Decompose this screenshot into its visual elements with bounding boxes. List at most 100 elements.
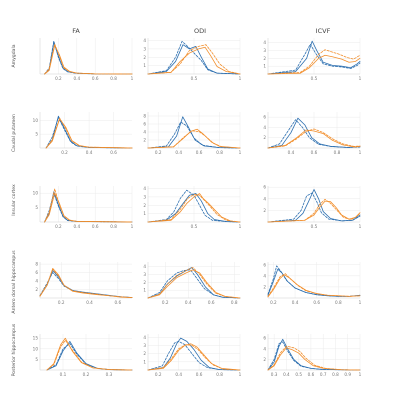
y-tick-label: 4 bbox=[143, 186, 146, 191]
panel-insular-cortex-icvf: 0.5 1 2 4 6 bbox=[263, 185, 361, 229]
x-tick-label: 1 bbox=[131, 76, 134, 81]
x-tick-label: 1 bbox=[359, 224, 362, 229]
series-line-orange-dashed bbox=[45, 117, 133, 149]
panel-antero-dorsal-hippocampus-odi: 0.2 0.4 0.6 0.8 1 2 3 4 bbox=[143, 262, 241, 305]
x-tick-label: 0.2 bbox=[61, 150, 68, 155]
series-line-orange-solid bbox=[267, 129, 361, 149]
y-tick-label: 4 bbox=[263, 196, 266, 201]
x-tick-label: 0.4 bbox=[185, 300, 192, 305]
y-tick-label: 10 bbox=[33, 346, 39, 351]
y-tick-label: 4 bbox=[143, 264, 146, 269]
x-tick-label: 0.4 bbox=[86, 150, 93, 155]
series-line-orange-dashed bbox=[267, 49, 361, 75]
y-tick-label: 10 bbox=[33, 118, 39, 123]
y-tick-label: 4 bbox=[263, 346, 266, 351]
y-tick-label: 2 bbox=[263, 208, 266, 213]
x-tick-label: 0.6 bbox=[208, 300, 215, 305]
y-tick-label: 4 bbox=[143, 38, 146, 43]
series-line-orange-dashed bbox=[46, 339, 133, 371]
x-tick-label: 0.5 bbox=[311, 224, 318, 229]
x-tick-label: 0.4 bbox=[175, 150, 182, 155]
series-line-blue-solid bbox=[147, 267, 241, 299]
y-tick-label: 2 bbox=[143, 203, 146, 208]
y-tick-label: 2 bbox=[143, 351, 146, 356]
series-line-blue-solid bbox=[44, 191, 133, 223]
panel-insular-cortex-fa: 0.2 0.4 0.6 0.8 1 5 10 bbox=[33, 186, 134, 229]
x-tick-label: 0.4 bbox=[283, 372, 290, 377]
series-line-orange-solid bbox=[44, 45, 133, 75]
y-tick-label: 2 bbox=[263, 357, 266, 362]
x-tick-label: 0.2 bbox=[55, 224, 62, 229]
x-tick-label: 0.2 bbox=[155, 150, 162, 155]
x-tick-label: 0.8 bbox=[216, 372, 223, 377]
row-label-amygdala: Amygdala bbox=[11, 44, 17, 67]
x-tick-label: 0.3 bbox=[271, 372, 278, 377]
x-tick-label: 0.2 bbox=[55, 76, 62, 81]
series-line-orange-dashed bbox=[147, 44, 241, 75]
series-line-blue-dashed bbox=[267, 119, 361, 149]
x-tick-label: 0.1 bbox=[60, 372, 67, 377]
row-label-caudal-putamen: Caudal putamen bbox=[11, 114, 17, 152]
row-labels: Amygdala Caudal putamen Insular cortex A… bbox=[11, 44, 17, 376]
x-tick-label: 0.8 bbox=[334, 150, 341, 155]
y-tick-label: 4 bbox=[143, 335, 146, 340]
y-tick-label: 1 bbox=[143, 288, 146, 293]
x-tick-label: 1 bbox=[359, 372, 362, 377]
series-line-orange-dashed bbox=[147, 344, 241, 371]
series-line-orange-solid bbox=[267, 200, 361, 223]
y-tick-label: 1 bbox=[143, 211, 146, 216]
x-tick-label: 0.2 bbox=[270, 300, 277, 305]
x-tick-label: 0.6 bbox=[311, 150, 318, 155]
series-line-blue-solid bbox=[267, 40, 361, 75]
panel-posterior-hippocampus-fa: 0.1 0.2 0.3 5 10 15 bbox=[33, 334, 133, 377]
series-line-orange-dashed bbox=[267, 198, 361, 223]
x-tick-label: 0.2 bbox=[162, 300, 169, 305]
x-tick-label: 0.6 bbox=[92, 224, 99, 229]
y-tick-label: 5 bbox=[35, 357, 38, 362]
panel-insular-cortex-odi: 0.5 1 1 2 3 4 bbox=[143, 186, 242, 229]
panel-amygdala-icvf: 0.5 1 1 2 3 4 bbox=[263, 38, 362, 81]
x-tick-label: 0.4 bbox=[73, 224, 80, 229]
y-tick-label: 2 bbox=[143, 55, 146, 60]
series-line-orange-solid bbox=[147, 343, 241, 371]
x-tick-label: 0.5 bbox=[295, 372, 302, 377]
x-tick-label: 0.4 bbox=[288, 150, 295, 155]
column-title-odi: ODI bbox=[194, 27, 206, 35]
panel-caudal-putamen-icvf: 0.4 0.6 0.8 1 2 4 6 bbox=[263, 112, 362, 155]
x-tick-label: 0.7 bbox=[320, 372, 327, 377]
y-tick-label: 2 bbox=[35, 287, 38, 292]
series-line-blue-dashed bbox=[39, 272, 133, 298]
y-tick-label: 1 bbox=[143, 63, 146, 68]
panel-amygdala-fa: 0.2 0.4 0.6 0.8 1 bbox=[39, 38, 134, 81]
x-tick-label: 0.5 bbox=[191, 224, 198, 229]
series-line-orange-dashed bbox=[147, 130, 241, 149]
x-tick-label: 0.9 bbox=[344, 372, 351, 377]
x-tick-label: 0.4 bbox=[175, 372, 182, 377]
y-tick-label: 4 bbox=[35, 279, 38, 284]
x-tick-label: 0.4 bbox=[73, 76, 80, 81]
series-line-orange-dashed bbox=[267, 345, 361, 371]
y-tick-label: 1 bbox=[143, 359, 146, 364]
y-tick-label: 10 bbox=[33, 191, 39, 196]
series-line-orange-solid bbox=[147, 193, 241, 223]
x-tick-label: 1 bbox=[359, 76, 362, 81]
y-tick-label: 5 bbox=[35, 132, 38, 137]
series-line-blue-dashed bbox=[267, 341, 361, 371]
y-tick-label: 3 bbox=[143, 194, 146, 199]
x-tick-label: 0.8 bbox=[110, 76, 117, 81]
x-tick-label: 0.6 bbox=[313, 300, 320, 305]
y-tick-label: 6 bbox=[263, 336, 266, 341]
x-tick-label: 0.8 bbox=[216, 150, 223, 155]
y-tick-label: 4 bbox=[143, 130, 146, 135]
x-tick-label: 0.3 bbox=[106, 372, 113, 377]
x-tick-label: 1 bbox=[131, 224, 134, 229]
y-tick-label: 8 bbox=[35, 262, 38, 267]
x-tick-label: 0.6 bbox=[308, 372, 315, 377]
series-line-blue-dashed bbox=[147, 121, 241, 149]
series-line-orange-solid bbox=[147, 269, 241, 299]
x-tick-label: 0.6 bbox=[196, 150, 203, 155]
y-tick-label: 3 bbox=[143, 272, 146, 277]
series-line-orange-dashed bbox=[267, 128, 361, 149]
y-tick-label: 1 bbox=[263, 64, 266, 69]
